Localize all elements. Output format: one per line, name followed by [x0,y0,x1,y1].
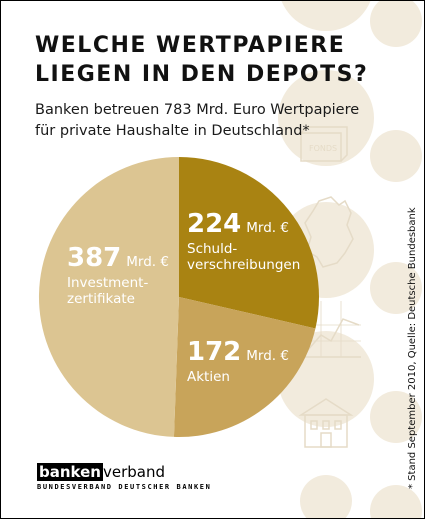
unit-label-aktien: Mrd. € [246,348,289,364]
unit-label-investmentzertifikate: Mrd. € [126,254,169,270]
value-label-schuldverschreibungen: 224 [187,209,242,239]
fonds-folder-label: FONDS [309,144,337,153]
bankenverband-logo: banken verband BUNDESVERBAND DEUTSCHER BA… [37,463,211,491]
logo-wordmark: banken verband [37,463,211,481]
bg-small-circle-2 [370,130,422,182]
logo-rest-part: verband [102,463,165,481]
category-label-schuldverschreibungen: Schuld- verschreibungen [187,241,301,273]
subtitle-line-1: Banken betreuen 783 Mrd. Euro Wertpapier… [35,102,360,118]
bg-small-circle-6 [370,485,422,518]
logo-boxed-part: banken [37,463,103,481]
value-label-aktien: 172 [187,337,242,367]
category-label-aktien: Aktien [187,369,230,385]
bg-small-circle-3 [370,262,422,314]
slice-label-schuldverschreibungen: 224 Mrd. € Schuld- verschreibungen [187,209,300,273]
value-label-investmentzertifikate: 387 [67,243,122,273]
bank-building-icon [298,398,354,448]
title-line-2: LIEGEN IN DEN DEPOTS? [35,62,369,87]
chart-subtitle: Banken betreuen 783 Mrd. Euro Wertpapier… [35,100,415,142]
fonds-folder-icon: FONDS [300,126,348,162]
bg-small-circle-1 [370,1,422,47]
logo-subline: BUNDESVERBAND DEUTSCHER BANKEN [37,483,212,491]
title-line-1: WELCHE WERTPAPIERE [35,33,346,58]
chart-title: WELCHE WERTPAPIERE LIEGEN IN DEN DEPOTS? [35,31,405,89]
bg-circle-2 [278,70,374,166]
bg-circle-1 [281,1,371,31]
source-note: * Stand September 2010, Quelle: Deutsche… [407,207,418,489]
bg-small-circle-4 [370,391,422,443]
pie-slice-schuldverschreibungen [179,157,320,329]
slice-label-investmentzertifikate: 387 Mrd. € Investment- zertifikate [67,243,169,307]
pie-slice-aktien [173,297,316,438]
unit-label-schuldverschreibungen: Mrd. € [246,220,289,236]
bg-small-circle-5 [300,475,352,518]
category-label-investmentzertifikate: Investment- zertifikate [67,275,149,307]
germany-map-icon [304,196,354,268]
subtitle-line-2: für private Haushalte in Deutschland* [35,123,310,139]
pie-slice-investmentzertifikate [38,157,179,437]
slice-label-aktien: 172 Mrd. € Aktien [187,337,289,385]
